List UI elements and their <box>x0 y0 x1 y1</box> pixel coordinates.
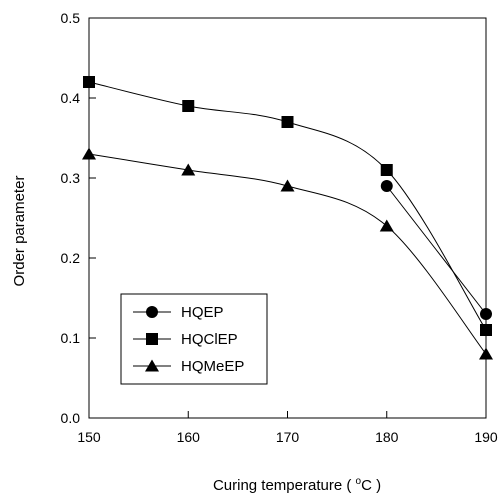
y-tick-label: 0.1 <box>61 330 81 346</box>
series-line-hqep <box>386 185 487 315</box>
x-tick-label: 170 <box>276 429 300 445</box>
data-point-hqmeep <box>379 219 394 232</box>
data-point-hqclep <box>380 164 393 176</box>
legend-marker-hqclep <box>146 333 158 345</box>
data-point-hqep <box>480 308 492 320</box>
y-tick-label: 0.0 <box>61 410 81 426</box>
y-tick-label: 0.5 <box>61 10 81 26</box>
y-tick-label: 0.3 <box>61 170 81 186</box>
data-point-hqclep <box>281 116 294 128</box>
x-axis-title: Curing temperature ( oC ) <box>213 476 381 494</box>
x-tick-label: 180 <box>375 429 399 445</box>
data-point-hqclep <box>480 324 492 336</box>
data-point-hqclep <box>182 100 195 112</box>
legend: HQEP HQClEP HQMeEP <box>120 293 268 385</box>
x-tick-label: 190 <box>474 429 498 445</box>
legend-label-hqclep: HQClEP <box>181 331 238 348</box>
data-point-hqmeep <box>82 147 96 160</box>
series-markers <box>82 76 493 360</box>
data-point-hqmeep <box>181 163 196 176</box>
axis-ticks: 150 160 170 180 190 0.0 0.1 0.2 0.3 0.4 0.5 <box>61 10 498 445</box>
x-tick-label: 160 <box>177 429 201 445</box>
data-point-hqclep <box>83 76 95 88</box>
x-tick-label: 150 <box>77 429 101 445</box>
legend-label-hqep: HQEP <box>181 304 224 321</box>
y-tick-label: 0.2 <box>61 250 81 266</box>
legend-marker-hqep <box>146 306 158 318</box>
y-axis-title: Order parameter <box>11 176 28 287</box>
y-tick-label: 0.4 <box>61 90 81 106</box>
legend-marker-hqmeep <box>145 359 159 372</box>
data-point-hqmeep <box>479 347 493 360</box>
data-point-hqep <box>380 180 393 192</box>
data-point-hqmeep <box>280 179 295 192</box>
legend-label-hqmeep: HQMeEP <box>181 358 244 375</box>
